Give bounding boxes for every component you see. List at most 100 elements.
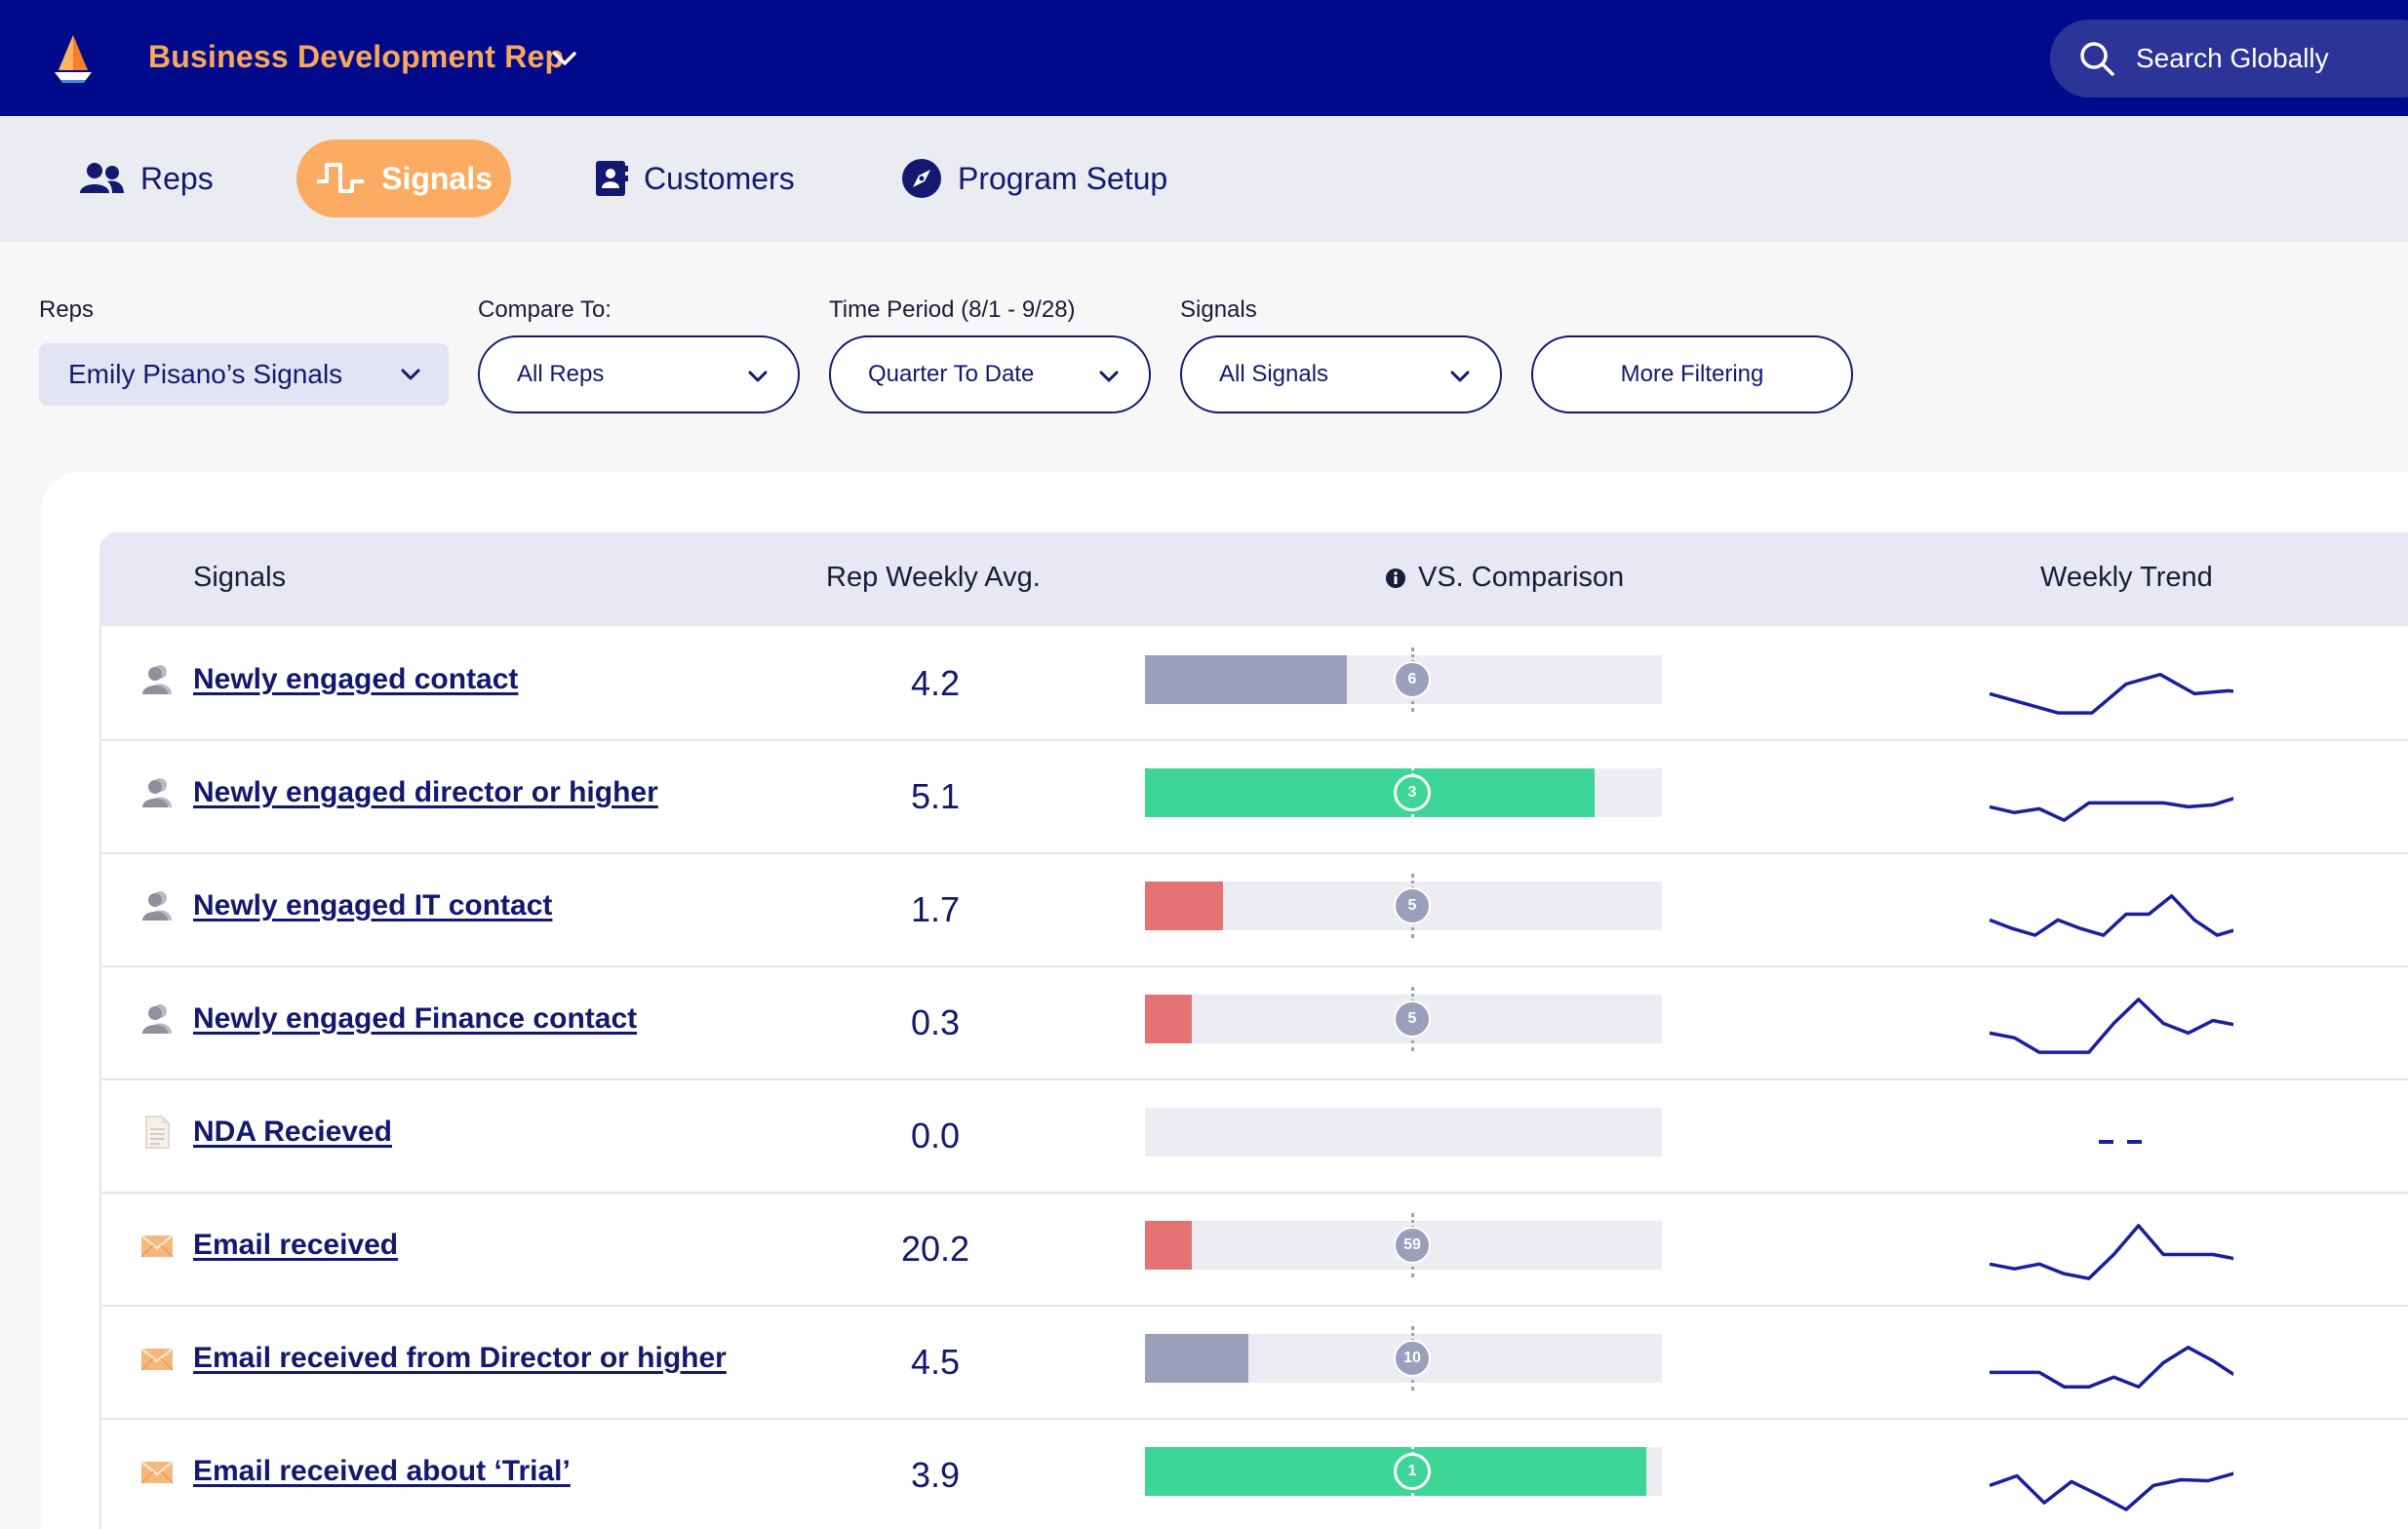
comparison-value-badge[interactable]: 5 <box>1394 887 1431 924</box>
person-icon <box>142 1004 172 1034</box>
top-bar: Business Development Rep Search Globally <box>0 0 2408 116</box>
table-header: Signals Rep Weekly Avg. VS. Comparison W… <box>99 532 2408 626</box>
reps-select-value: Emily Pisano’s Signals <box>68 359 343 389</box>
table-row[interactable]: Newly engaged contact 4.2 6 <box>101 626 2408 739</box>
comparison-bar-fill <box>1145 995 1192 1043</box>
comparison-value-badge[interactable]: 6 <box>1394 661 1431 698</box>
envelope-icon <box>140 1235 174 1258</box>
person-icon <box>142 665 172 694</box>
column-header-trend[interactable]: Weekly Trend <box>2040 562 2213 593</box>
signal-link[interactable]: Email received from Director or higher <box>193 1342 727 1374</box>
chevron-down-icon <box>1450 371 1470 382</box>
weekly-trend-sparkline[interactable] <box>1882 1094 2233 1176</box>
weekly-trend-sparkline[interactable] <box>1882 1320 2233 1402</box>
nav-tab-signals[interactable]: Signals <box>296 139 511 217</box>
signal-link[interactable]: Email received <box>193 1229 399 1261</box>
chevron-down-icon[interactable] <box>552 49 577 68</box>
signals-select[interactable]: All Signals <box>1180 335 1502 413</box>
compare-select[interactable]: All Reps <box>478 335 800 413</box>
comparison-bar-fill <box>1145 655 1347 704</box>
person-icon <box>142 778 172 807</box>
rep-weekly-avg: 0.0 <box>910 1116 961 1156</box>
comparison-value-badge[interactable]: 1 <box>1394 1453 1431 1490</box>
signal-link[interactable]: NDA Recieved <box>193 1116 392 1148</box>
table-left-border <box>99 626 101 1529</box>
comparison-bar-fill <box>1145 882 1223 930</box>
signal-link[interactable]: Newly engaged director or higher <box>193 776 658 808</box>
row-divider <box>99 965 2408 967</box>
signal-link[interactable]: Email received about ‘Trial’ <box>193 1455 571 1487</box>
period-select[interactable]: Quarter To Date <box>829 335 1151 413</box>
more-filtering-label: More Filtering <box>1620 361 1764 387</box>
weekly-trend-sparkline[interactable] <box>1882 1433 2233 1515</box>
table-row[interactable]: Email received 20.2 59 <box>101 1192 2408 1305</box>
table-row[interactable]: NDA Recieved 0.0 <box>101 1078 2408 1192</box>
global-search[interactable]: Search Globally <box>2050 20 2408 98</box>
compare-filter-label: Compare To: <box>478 296 612 323</box>
compass-icon <box>902 159 941 198</box>
document-icon <box>145 1116 170 1149</box>
row-divider <box>99 1078 2408 1080</box>
signal-link[interactable]: Newly engaged Finance contact <box>193 1002 638 1035</box>
envelope-icon <box>140 1461 174 1484</box>
users-icon <box>80 163 124 193</box>
contact-book-icon <box>596 161 628 196</box>
sailboat-logo-icon[interactable] <box>51 33 96 84</box>
rep-weekly-avg: 1.7 <box>910 889 961 929</box>
comparison-bar-fill <box>1145 1221 1192 1270</box>
rep-weekly-avg: 5.1 <box>910 776 961 816</box>
role-title[interactable]: Business Development Rep <box>148 39 565 74</box>
weekly-trend-sparkline[interactable] <box>1882 642 2233 724</box>
more-filtering-button[interactable]: More Filtering <box>1531 335 1853 413</box>
nav-tab-program-setup[interactable]: Program Setup <box>901 139 1167 217</box>
rep-weekly-avg: 4.5 <box>910 1342 961 1382</box>
column-header-comparison[interactable]: VS. Comparison <box>1385 562 1624 594</box>
signal-link[interactable]: Newly engaged contact <box>193 663 519 695</box>
period-select-value: Quarter To Date <box>868 361 1035 387</box>
nav-tab-label: Reps <box>140 160 214 196</box>
comparison-value-badge[interactable]: 3 <box>1394 774 1431 811</box>
table-row[interactable]: Newly engaged IT contact 1.7 5 <box>101 852 2408 965</box>
table-row[interactable]: Newly engaged Finance contact 0.3 5 <box>101 965 2408 1078</box>
trend-line <box>1989 1471 2233 1511</box>
signal-link[interactable]: Newly engaged IT contact <box>193 889 553 921</box>
nav-tab-customers[interactable]: Customers <box>595 139 795 217</box>
weekly-trend-sparkline[interactable] <box>1882 1207 2233 1289</box>
person-icon <box>142 891 172 921</box>
chevron-down-icon <box>748 371 768 382</box>
column-header-avg[interactable]: Rep Weekly Avg. <box>826 562 1041 593</box>
nav-tab-reps[interactable]: Reps <box>78 139 214 217</box>
comparison-value-badge[interactable]: 10 <box>1394 1340 1431 1377</box>
signals-select-value: All Signals <box>1219 361 1329 387</box>
comparison-bar-fill <box>1145 1334 1248 1383</box>
main-nav: Reps Signals Customers Program Setup <box>0 116 2408 242</box>
trend-line <box>1989 894 2233 937</box>
table-row[interactable]: Email received from Director or higher 4.… <box>101 1305 2408 1418</box>
rep-weekly-avg: 20.2 <box>900 1229 970 1269</box>
row-divider <box>99 1305 2408 1307</box>
trend-line <box>1989 998 2233 1054</box>
weekly-trend-sparkline[interactable] <box>1882 868 2233 950</box>
comparison-value-badge[interactable]: 59 <box>1394 1227 1431 1264</box>
comparison-bar[interactable] <box>1145 1108 1662 1157</box>
comparison-value-badge[interactable]: 5 <box>1394 1000 1431 1038</box>
row-divider <box>99 1192 2408 1194</box>
nav-tab-label: Program Setup <box>958 160 1168 196</box>
table-row[interactable]: Newly engaged director or higher 5.1 3 <box>101 739 2408 852</box>
column-header-signals[interactable]: Signals <box>193 562 287 593</box>
search-placeholder: Search Globally <box>2136 43 2329 73</box>
envelope-icon <box>140 1348 174 1371</box>
comparison-bar-fill <box>1145 768 1596 817</box>
trend-line <box>1990 1346 2233 1389</box>
period-filter-label: Time Period (8/1 - 9/28) <box>829 296 1076 323</box>
row-divider <box>99 1418 2408 1420</box>
rep-weekly-avg: 3.9 <box>910 1455 961 1495</box>
nav-tab-label: Customers <box>644 160 795 196</box>
chevron-down-icon <box>1099 371 1119 382</box>
info-icon[interactable] <box>1385 568 1406 589</box>
table-row[interactable]: Email received about ‘Trial’ 3.9 1 <box>101 1418 2408 1529</box>
weekly-trend-sparkline[interactable] <box>1882 981 2233 1063</box>
reps-select[interactable]: Emily Pisano’s Signals <box>39 343 449 406</box>
weekly-trend-sparkline[interactable] <box>1882 755 2233 837</box>
nav-tab-label: Signals <box>381 160 493 196</box>
